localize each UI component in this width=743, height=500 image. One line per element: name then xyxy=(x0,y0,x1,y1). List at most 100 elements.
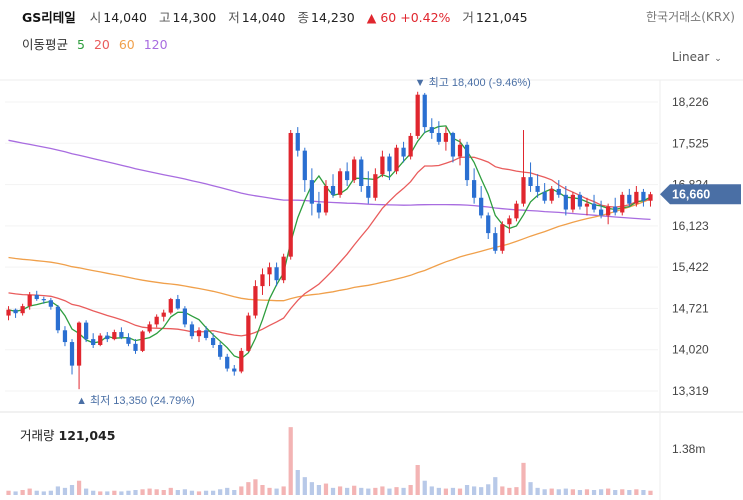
volume-bar xyxy=(27,488,32,495)
volume-bar xyxy=(394,487,399,495)
chevron-down-icon: ⌄ xyxy=(714,54,722,64)
volume-bar xyxy=(613,490,618,495)
volume-bar xyxy=(556,489,561,495)
candle-body xyxy=(507,218,512,225)
candle-body xyxy=(55,306,61,331)
volume-bar xyxy=(161,490,166,495)
volume-bar xyxy=(203,490,209,495)
candle-body xyxy=(62,330,68,343)
candle-body xyxy=(84,322,89,340)
volume-axis-label: 1.38m xyxy=(672,442,705,456)
ma-legend-120[interactable]: 120 xyxy=(143,37,168,52)
volume-bar xyxy=(48,490,53,495)
candle-body xyxy=(98,335,103,346)
candle-body xyxy=(457,144,463,157)
volume-bar xyxy=(641,490,646,495)
volume-bar xyxy=(345,487,350,495)
volume-bar xyxy=(154,489,159,495)
ma-legend-label: 이동평균 xyxy=(22,37,69,52)
candle-body xyxy=(422,94,427,128)
candle-body xyxy=(119,332,124,338)
candle-body xyxy=(182,308,188,325)
volume-bar xyxy=(422,480,427,495)
candle-body xyxy=(6,309,11,316)
volume-bar xyxy=(41,491,46,495)
volume-bar xyxy=(316,485,322,495)
candle-body xyxy=(584,203,590,207)
candle-body xyxy=(436,132,441,142)
volume-bar xyxy=(112,490,117,495)
volume-bar xyxy=(218,489,223,495)
volume-bar xyxy=(401,487,406,495)
ma-legend-60[interactable]: 60 xyxy=(118,37,135,52)
candle-body xyxy=(260,274,265,287)
volume-bar xyxy=(648,490,653,495)
volume-bar xyxy=(239,486,244,495)
volume-bar xyxy=(182,489,188,495)
ma120-line xyxy=(8,139,651,221)
candle-body xyxy=(140,331,145,351)
current-price-label: 16,660 xyxy=(672,188,710,202)
volume-bar xyxy=(457,488,463,495)
candle-body xyxy=(613,206,618,213)
low-annotation: ▲ 최저 13,350 (24.79%) xyxy=(76,394,195,407)
volume-bar xyxy=(302,477,307,495)
candle-body xyxy=(27,294,32,307)
volume-bar xyxy=(6,490,11,495)
current-price-tag xyxy=(660,184,741,205)
candle-body xyxy=(288,132,293,257)
candle-body xyxy=(415,94,420,136)
candle-body xyxy=(203,330,209,338)
y-tick-label: 14,721 xyxy=(672,301,709,315)
volume-bar xyxy=(20,490,25,495)
y-tick-label: 13,319 xyxy=(672,384,709,398)
volume-bar xyxy=(450,487,456,495)
stock-name[interactable]: GS리테일 xyxy=(22,10,76,25)
ma-legend-20[interactable]: 20 xyxy=(93,37,110,52)
y-tick-label: 16,123 xyxy=(672,219,709,233)
candle-body xyxy=(323,185,329,213)
moving-average-legend: 이동평균 5 20 60 120 xyxy=(22,34,173,53)
ma20-line xyxy=(8,156,651,337)
volume-bar xyxy=(76,480,82,495)
exchange-label: 한국거래소(KRX) xyxy=(646,10,735,24)
candle-body xyxy=(76,322,82,366)
volume-bar xyxy=(281,486,286,495)
volume-bar xyxy=(13,491,18,495)
high-annotation: ▼ 최고 18,400 (-9.46%) xyxy=(415,76,531,89)
volume-bar xyxy=(577,490,583,495)
candle-body xyxy=(634,191,639,204)
open-value: 14,040 xyxy=(103,10,148,25)
candle-body xyxy=(168,299,173,313)
low-value: 14,040 xyxy=(241,10,286,25)
candle-body xyxy=(556,188,561,195)
volume-bar xyxy=(260,485,265,495)
scale-dropdown[interactable]: Linear ⌄ xyxy=(672,50,722,64)
candle-body xyxy=(126,337,131,344)
volume-bar xyxy=(408,485,413,495)
candle-body xyxy=(210,337,216,346)
volume-bar xyxy=(549,488,554,495)
volume-bar xyxy=(606,488,611,495)
candle-body xyxy=(91,339,96,346)
chart-header: GS리테일 시 14,040 고 14,300 저 14,040 종 14,230 ▲ … xyxy=(0,0,743,30)
volume-bar xyxy=(373,487,378,495)
volume-bar xyxy=(359,487,364,495)
ma60-line xyxy=(8,198,651,302)
candle-body xyxy=(34,294,39,300)
candle-body xyxy=(620,194,625,213)
volume-bar xyxy=(232,490,237,495)
volume-bar xyxy=(479,487,484,495)
volume-bar xyxy=(387,488,392,495)
candle-body xyxy=(274,267,279,281)
y-tick-label: 17,525 xyxy=(672,136,709,150)
volume-value: 121,045 xyxy=(475,10,528,25)
candle-body xyxy=(493,233,498,251)
candle-body xyxy=(281,256,286,281)
ma-legend-5[interactable]: 5 xyxy=(77,37,85,52)
candle-body xyxy=(246,315,251,351)
volume-bar xyxy=(542,489,547,495)
candle-body xyxy=(598,209,604,216)
volume-bar xyxy=(528,482,533,495)
